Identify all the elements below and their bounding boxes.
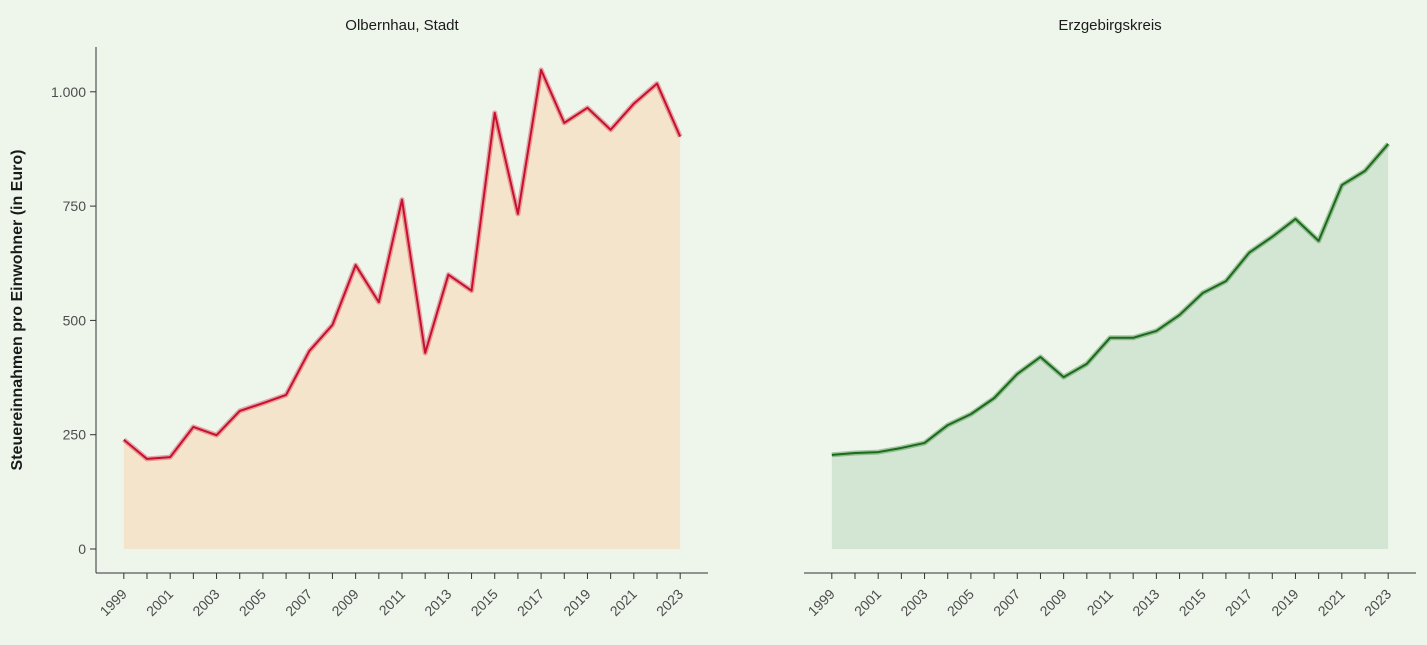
y-tick-label: 250 [63, 427, 87, 443]
y-tick-label: 750 [63, 198, 87, 214]
panel-title: Olbernhau, Stadt [345, 17, 459, 34]
line [123, 68, 682, 460]
y-tick-label: 1.000 [51, 84, 86, 100]
y-tick-label: 0 [78, 541, 86, 557]
line [831, 143, 1389, 456]
y-tick-label: 500 [63, 312, 87, 328]
area [831, 143, 1389, 549]
panel-title: Erzgebirgskreis [1058, 17, 1161, 34]
y-axis-label: Steuereinnahmen pro Einwohner (in Euro) [9, 150, 26, 471]
area [123, 69, 681, 549]
